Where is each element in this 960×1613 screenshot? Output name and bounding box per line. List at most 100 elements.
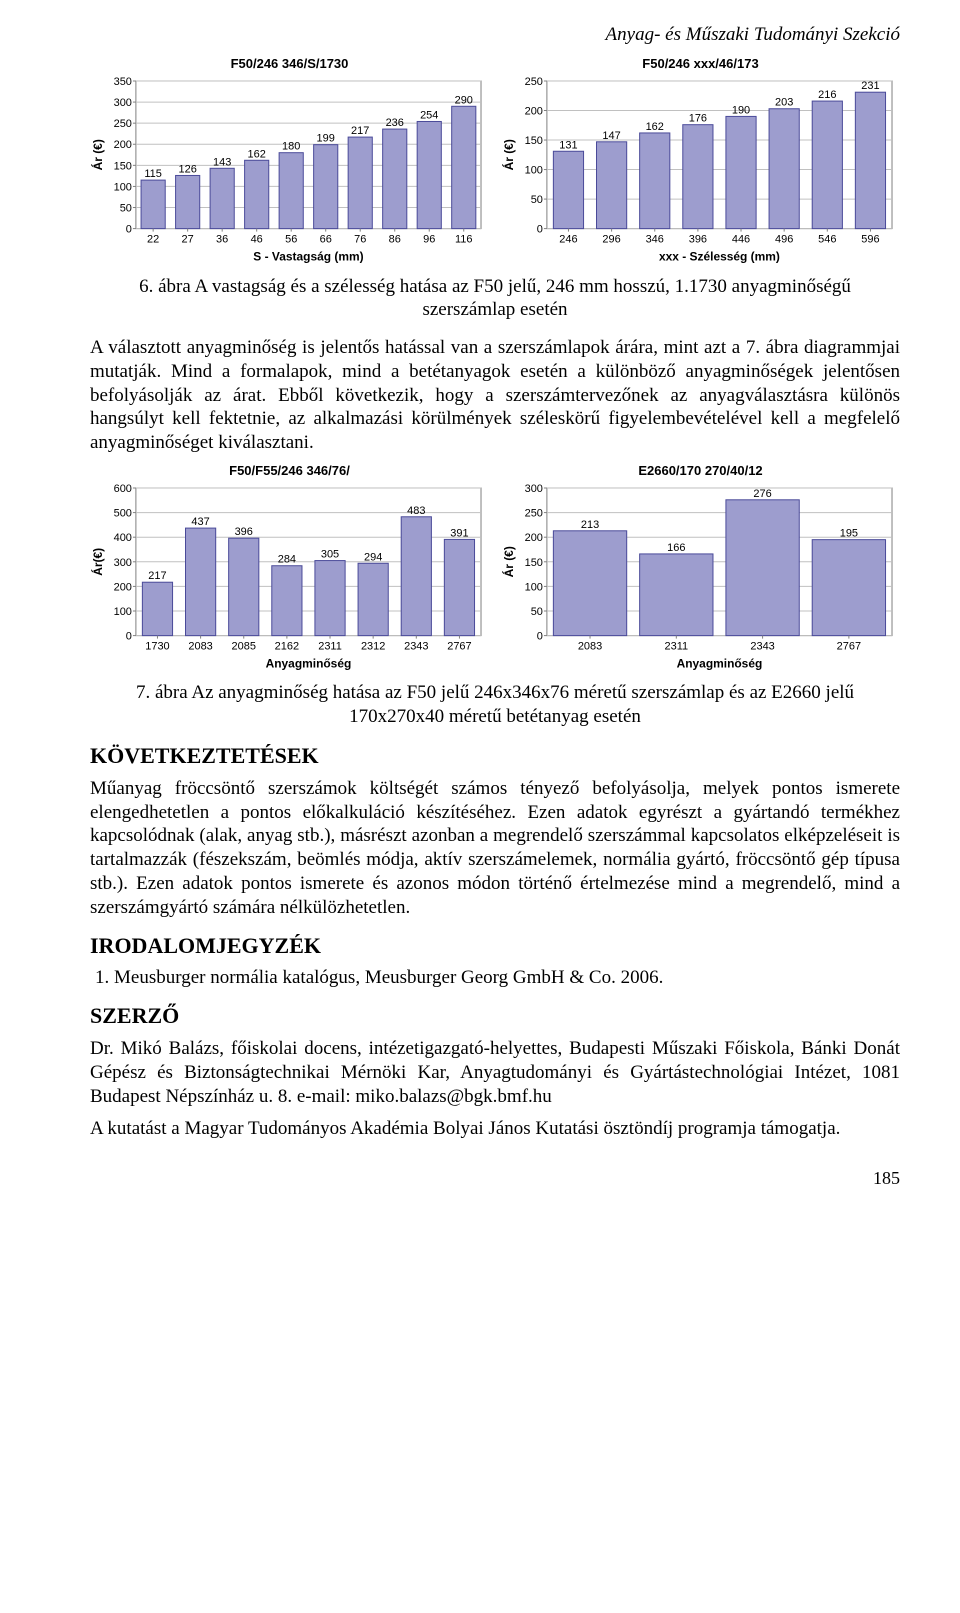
- svg-text:100: 100: [114, 181, 132, 193]
- svg-text:437: 437: [191, 516, 209, 528]
- section-author: SZERZŐ: [90, 1003, 900, 1029]
- svg-text:195: 195: [840, 527, 858, 539]
- running-head: Anyag- és Műszaki Tudományi Szekció: [90, 24, 900, 46]
- figure-6-caption: 6. ábra A vastagság és a szélesség hatás…: [110, 275, 880, 323]
- svg-text:131: 131: [559, 139, 577, 151]
- svg-text:180: 180: [282, 141, 300, 153]
- svg-text:2083: 2083: [578, 640, 602, 652]
- svg-text:36: 36: [216, 234, 228, 246]
- svg-text:276: 276: [753, 488, 771, 500]
- chart-2-svg: 0501001502002501311471621761902032162312…: [501, 75, 900, 265]
- svg-text:2162: 2162: [275, 640, 299, 652]
- svg-text:143: 143: [213, 156, 231, 168]
- chart-3-title: F50/F55/246 346/76/: [90, 463, 489, 478]
- svg-text:176: 176: [689, 113, 707, 125]
- svg-text:162: 162: [646, 121, 664, 133]
- svg-text:Anyagminőség: Anyagminőség: [677, 656, 763, 670]
- svg-text:2083: 2083: [188, 640, 212, 652]
- svg-text:396: 396: [689, 234, 707, 246]
- chart-1-title: F50/246 346/S/1730: [90, 56, 489, 71]
- svg-text:2311: 2311: [318, 640, 342, 652]
- svg-text:391: 391: [450, 527, 468, 539]
- svg-text:350: 350: [114, 76, 132, 88]
- charts-row-2: F50/F55/246 346/76/ 01002003004005006002…: [90, 463, 900, 672]
- svg-text:96: 96: [423, 234, 435, 246]
- svg-text:300: 300: [525, 483, 543, 495]
- svg-text:66: 66: [320, 234, 332, 246]
- chart-1-svg: 0501001502002503003501151261431621801992…: [90, 75, 489, 265]
- svg-text:162: 162: [248, 148, 266, 160]
- svg-text:396: 396: [235, 526, 253, 538]
- svg-text:116: 116: [455, 234, 473, 246]
- svg-text:100: 100: [525, 581, 543, 593]
- svg-text:216: 216: [818, 89, 836, 101]
- svg-text:2767: 2767: [837, 640, 861, 652]
- svg-text:296: 296: [602, 234, 620, 246]
- svg-text:2085: 2085: [232, 640, 256, 652]
- svg-text:50: 50: [531, 606, 543, 618]
- svg-text:150: 150: [525, 557, 543, 569]
- svg-text:217: 217: [148, 570, 166, 582]
- svg-text:483: 483: [407, 505, 425, 517]
- svg-text:250: 250: [525, 76, 543, 88]
- chart-3: F50/F55/246 346/76/ 01002003004005006002…: [90, 463, 489, 672]
- svg-text:305: 305: [321, 548, 339, 560]
- svg-text:126: 126: [179, 163, 197, 175]
- svg-text:284: 284: [278, 554, 296, 566]
- svg-text:250: 250: [525, 507, 543, 519]
- svg-text:0: 0: [126, 224, 132, 236]
- svg-text:86: 86: [389, 234, 401, 246]
- svg-text:166: 166: [667, 542, 685, 554]
- chart-4-svg: 0501001502002503002131662761952083231123…: [501, 482, 900, 672]
- svg-text:203: 203: [775, 97, 793, 109]
- svg-text:50: 50: [120, 203, 132, 215]
- svg-text:300: 300: [114, 97, 132, 109]
- page-number: 185: [90, 1168, 900, 1189]
- svg-text:xxx - Szélesség (mm): xxx - Szélesség (mm): [659, 250, 780, 264]
- chart-4: E2660/170 270/40/12 0 50 100 150 200 250 300 21…: [501, 463, 900, 672]
- svg-text:56: 56: [285, 234, 297, 246]
- paragraph-ack: A kutatást a Magyar Tudományos Akadémia …: [90, 1117, 900, 1141]
- svg-text:27: 27: [182, 234, 194, 246]
- svg-text:600: 600: [114, 483, 132, 495]
- svg-text:217: 217: [351, 125, 369, 137]
- charts-row-1: F50/246 346/S/1730 050100150200250300350…: [90, 56, 900, 265]
- svg-text:1730: 1730: [145, 640, 169, 652]
- svg-text:346: 346: [646, 234, 664, 246]
- svg-text:200: 200: [114, 139, 132, 151]
- svg-text:50: 50: [531, 194, 543, 206]
- svg-text:236: 236: [386, 117, 404, 129]
- svg-text:300: 300: [114, 557, 132, 569]
- svg-text:100: 100: [525, 165, 543, 177]
- paragraph-author: Dr. Mikó Balázs, főiskolai docens, intéz…: [90, 1037, 900, 1108]
- svg-text:500: 500: [114, 507, 132, 519]
- svg-text:22: 22: [147, 234, 159, 246]
- svg-text:200: 200: [525, 105, 543, 117]
- svg-text:200: 200: [114, 581, 132, 593]
- svg-text:Ár(€): Ár(€): [90, 548, 105, 576]
- svg-text:147: 147: [602, 130, 620, 142]
- svg-text:Ár (€): Ár (€): [90, 139, 105, 170]
- svg-text:2312: 2312: [361, 640, 385, 652]
- figure-7-caption: 7. ábra Az anyagminőség hatása az F50 je…: [110, 681, 880, 729]
- svg-text:115: 115: [144, 168, 162, 180]
- section-conclusions: KÖVETKEZTETÉSEK: [90, 743, 900, 769]
- svg-text:100: 100: [114, 606, 132, 618]
- svg-text:546: 546: [818, 234, 836, 246]
- svg-text:254: 254: [420, 109, 438, 121]
- svg-text:496: 496: [775, 234, 793, 246]
- svg-text:2343: 2343: [750, 640, 774, 652]
- svg-text:294: 294: [364, 551, 382, 563]
- svg-text:S - Vastagság (mm): S - Vastagság (mm): [253, 250, 363, 264]
- svg-text:231: 231: [861, 80, 879, 92]
- svg-text:76: 76: [354, 234, 366, 246]
- chart-4-title: E2660/170 270/40/12: [501, 463, 900, 478]
- svg-text:200: 200: [525, 532, 543, 544]
- svg-text:2767: 2767: [447, 640, 471, 652]
- svg-text:0: 0: [537, 630, 543, 642]
- chart-3-svg: 0100200300400500600217437396284305294483…: [90, 482, 489, 672]
- svg-text:213: 213: [581, 519, 599, 531]
- reference-list: Meusburger normália katalógus, Meusburge…: [114, 967, 900, 989]
- section-references: IRODALOMJEGYZÉK: [90, 933, 900, 959]
- svg-text:290: 290: [455, 94, 473, 106]
